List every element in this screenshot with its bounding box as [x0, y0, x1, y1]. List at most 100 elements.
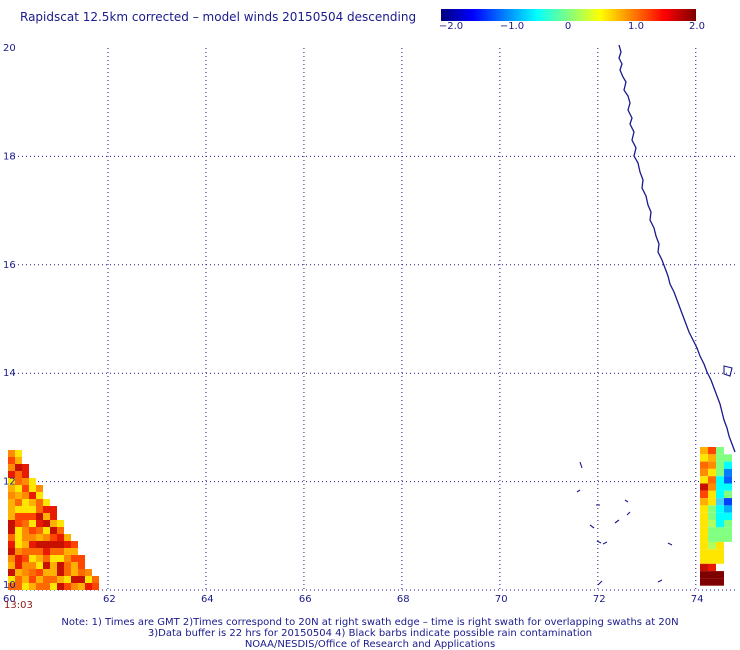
- swath-cell: [64, 534, 71, 541]
- swath-cell: [716, 468, 724, 477]
- swath-cell: [8, 450, 15, 457]
- swath-cell: [15, 506, 22, 513]
- swath-cell: [36, 513, 43, 520]
- swath-cell: [724, 512, 732, 520]
- swath-cell: [700, 505, 708, 513]
- footnote: Note: 1) Times are GMT 2)Times correspon…: [0, 617, 740, 650]
- swath-cell: [716, 490, 724, 499]
- swath-cell: [8, 464, 15, 471]
- swath-cell: [716, 498, 724, 506]
- swath-cell: [716, 549, 724, 557]
- swath-cell: [700, 578, 708, 586]
- swath-cell: [36, 562, 43, 569]
- swath-cell: [8, 457, 15, 464]
- swath-cell: [8, 492, 15, 499]
- swath-cell: [700, 563, 708, 572]
- wind-swath-left: [8, 450, 99, 590]
- swath-cell: [716, 483, 724, 491]
- lat-tick-label: 20: [3, 43, 16, 54]
- swath-cell: [85, 576, 92, 583]
- swath-cell: [22, 541, 29, 548]
- coastline-islands: [576, 365, 733, 586]
- swath-cell: [43, 562, 50, 569]
- swath-cell: [15, 471, 22, 478]
- swath-cell: [57, 527, 64, 534]
- swath-cell: [43, 534, 50, 541]
- swath-cell: [50, 583, 57, 590]
- lat-tick-label: 12: [3, 477, 16, 488]
- swath-cell: [15, 576, 22, 583]
- swath-cell: [724, 454, 732, 462]
- lon-tick-label: 62: [103, 594, 116, 605]
- swath-cell: [71, 569, 78, 576]
- swath-cell: [700, 556, 708, 564]
- swath-cell: [15, 457, 22, 464]
- swath-cell: [43, 576, 50, 583]
- swath-cell: [29, 576, 36, 583]
- swath-cell: [22, 478, 29, 485]
- swath-cell: [57, 555, 64, 562]
- swath-cell: [36, 492, 43, 499]
- swath-cell: [50, 569, 57, 576]
- swath-cell: [36, 506, 43, 513]
- swath-cell: [724, 468, 732, 477]
- swath-cell: [708, 490, 716, 499]
- swath-cell: [15, 485, 22, 492]
- swath-cell: [15, 569, 22, 576]
- swath-cell: [700, 461, 708, 469]
- colorbar-tick: 2.0: [689, 21, 705, 32]
- swath-cell: [57, 548, 64, 555]
- swath-cell: [8, 478, 15, 485]
- lat-tick-label: 16: [3, 260, 16, 271]
- swath-cell: [8, 541, 15, 548]
- swath-cell: [71, 555, 78, 562]
- swath-cell: [708, 505, 716, 513]
- swath-cell: [64, 576, 71, 583]
- swath-cell: [36, 520, 43, 527]
- swath-cell: [50, 520, 57, 527]
- swath-cell: [36, 541, 43, 548]
- swath-cell: [29, 506, 36, 513]
- swath-cell: [50, 548, 57, 555]
- swath-cell: [50, 541, 57, 548]
- swath-cell: [716, 556, 724, 564]
- swath-cell: [22, 464, 29, 471]
- swath-cell: [29, 555, 36, 562]
- swath-cell: [85, 583, 92, 590]
- swath-cell: [29, 541, 36, 548]
- colorbar-tick: −2.0: [438, 21, 464, 32]
- note-line-1: Note: 1) Times are GMT 2)Times correspon…: [61, 617, 679, 628]
- swath-cell: [22, 499, 29, 506]
- swath-cell: [29, 513, 36, 520]
- swath-cell: [700, 454, 708, 462]
- swath-cell: [50, 506, 57, 513]
- swath-cell: [700, 534, 708, 542]
- swath-cell: [724, 476, 732, 484]
- swath-cell: [22, 520, 29, 527]
- swath-cell: [708, 578, 716, 586]
- swath-cell: [22, 506, 29, 513]
- swath-cell: [8, 485, 15, 492]
- swath-cell: [43, 583, 50, 590]
- swath-cell: [700, 447, 708, 455]
- swath-cell: [15, 499, 22, 506]
- swath-cell: [15, 548, 22, 555]
- swath-cell: [15, 478, 22, 485]
- swath-cell: [36, 534, 43, 541]
- swath-cell: [708, 549, 716, 557]
- swath-cell: [43, 569, 50, 576]
- lon-tick-label: 72: [593, 594, 606, 605]
- swath-cell: [22, 534, 29, 541]
- swath-cell: [708, 483, 716, 491]
- swath-cell: [8, 506, 15, 513]
- swath-cell: [43, 499, 50, 506]
- swath-cell: [78, 583, 85, 590]
- swath-cell: [700, 571, 708, 579]
- swath-cell: [8, 576, 15, 583]
- swath-cell: [724, 461, 732, 469]
- swath-cell: [8, 513, 15, 520]
- swath-cell: [50, 527, 57, 534]
- swath-cell: [8, 555, 15, 562]
- swath-cell: [724, 498, 732, 506]
- swath-cell: [57, 520, 64, 527]
